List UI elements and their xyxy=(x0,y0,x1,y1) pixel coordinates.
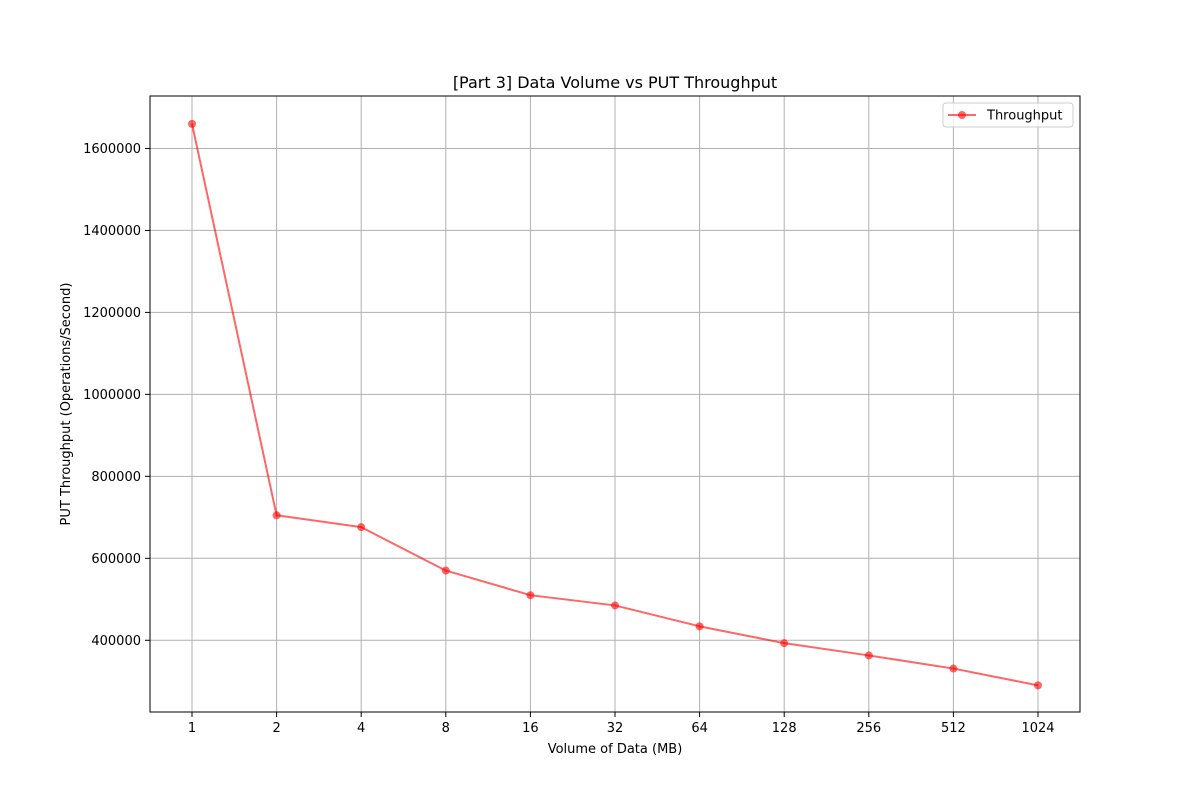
data-point xyxy=(526,591,535,600)
series-layer xyxy=(188,119,1042,690)
data-point xyxy=(272,511,281,520)
x-tick-label: 256 xyxy=(856,721,881,736)
data-point xyxy=(1034,681,1042,690)
x-tick-label: 128 xyxy=(772,721,797,736)
data-point xyxy=(357,523,366,532)
y-tick-label: 1200000 xyxy=(83,306,141,321)
y-tick-label: 800000 xyxy=(91,470,141,485)
x-tick-label: 1 xyxy=(188,721,196,736)
data-point xyxy=(780,639,789,648)
data-point xyxy=(864,651,873,660)
x-tick-label: 512 xyxy=(941,721,966,736)
x-tick-label: 1024 xyxy=(1021,721,1054,736)
y-tick-label: 1400000 xyxy=(83,224,141,239)
y-tick-label: 1000000 xyxy=(83,388,141,403)
chart-title: [Part 3] Data Volume vs PUT Throughput xyxy=(453,73,777,92)
x-axis-label: Volume of Data (MB) xyxy=(548,742,683,757)
data-point xyxy=(695,622,704,631)
data-point xyxy=(441,566,450,575)
x-tick-label: 2 xyxy=(272,721,280,736)
y-axis-label: PUT Throughput (Operations/Second) xyxy=(59,283,74,526)
x-tick-label: 64 xyxy=(691,721,708,736)
axis-ticks: 1 2 4 8 16 32 64 128 256 512 1024 400000 600000 80000… xyxy=(83,142,1054,736)
x-tick-label: 16 xyxy=(522,721,539,736)
y-tick-label: 600000 xyxy=(91,552,141,567)
legend: Throughput xyxy=(942,102,1074,128)
x-tick-label: 4 xyxy=(357,721,365,736)
x-tick-label: 32 xyxy=(607,721,624,736)
data-point xyxy=(611,601,619,610)
grid xyxy=(150,96,1080,712)
legend-marker xyxy=(958,111,966,119)
y-tick-label: 1600000 xyxy=(83,142,141,157)
data-point xyxy=(949,664,958,673)
y-tick-label: 400000 xyxy=(91,634,141,649)
data-point xyxy=(188,119,196,128)
legend-frame xyxy=(942,102,1074,128)
legend-label: Throughput xyxy=(986,109,1063,124)
x-tick-label: 8 xyxy=(442,721,450,736)
